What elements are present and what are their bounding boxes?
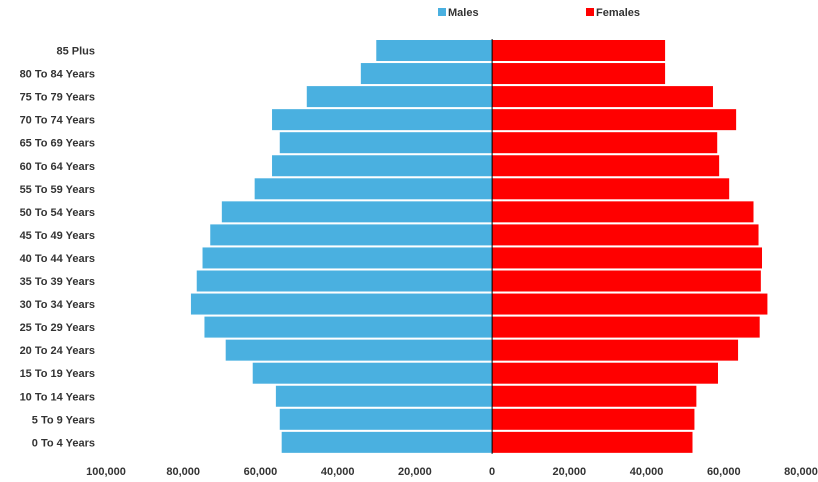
bar-males [252, 362, 493, 384]
x-tick-label: 20,000 [553, 466, 587, 478]
x-tick-label: 60,000 [244, 466, 278, 478]
bar-females [492, 86, 713, 108]
bar-males [210, 224, 493, 246]
bar-males [225, 339, 493, 361]
bar-females [492, 362, 718, 384]
bar-females [492, 270, 761, 292]
bar-males [360, 63, 493, 85]
y-tick-label: 75 To 79 Years [20, 92, 95, 104]
x-axis-tick-labels: 100,000 80,000 60,000 40,000 20,000 0 20,000 40… [86, 466, 818, 478]
bar-females [492, 178, 730, 200]
bar-females [492, 408, 695, 430]
y-tick-label: 65 To 69 Years [20, 138, 95, 150]
y-tick-label: 30 To 34 Years [20, 299, 95, 311]
bar-males [190, 293, 493, 315]
bar-females [492, 155, 720, 177]
bar-females [492, 247, 763, 269]
bar-females [492, 385, 697, 407]
legend: Males Females [438, 7, 640, 19]
y-tick-label: 25 To 29 Years [20, 322, 95, 334]
x-tick-label: 60,000 [707, 466, 741, 478]
y-tick-label: 60 To 64 Years [20, 161, 95, 173]
bar-males [202, 247, 493, 269]
bar-males [204, 316, 493, 338]
y-tick-label: 70 To 74 Years [20, 115, 95, 127]
bar-males [306, 86, 493, 108]
bar-females [492, 40, 666, 61]
y-tick-label: 20 To 24 Years [20, 345, 95, 357]
bar-males [275, 385, 493, 407]
y-tick-label: 55 To 59 Years [20, 184, 95, 196]
bar-females [492, 431, 693, 453]
y-tick-label: 35 To 39 Years [20, 276, 95, 288]
bar-males [221, 201, 493, 223]
bar-males [272, 109, 493, 131]
bar-males [272, 155, 493, 177]
bar-females [492, 293, 768, 315]
legend-swatch-females [586, 8, 594, 16]
x-tick-label: 20,000 [398, 466, 432, 478]
y-tick-label: 45 To 49 Years [20, 230, 95, 242]
y-tick-label: 80 To 84 Years [20, 69, 95, 81]
bar-females [492, 224, 759, 246]
y-tick-label: 10 To 14 Years [20, 391, 95, 403]
x-tick-label: 0 [489, 466, 495, 478]
bar-females [492, 316, 760, 338]
bar-males [279, 408, 493, 430]
bar-males [281, 431, 493, 453]
legend-label-males: Males [448, 7, 479, 19]
x-tick-label: 40,000 [630, 466, 664, 478]
bar-females [492, 201, 754, 223]
bar-females [492, 109, 737, 131]
x-tick-label: 80,000 [784, 466, 818, 478]
bar-females [492, 339, 739, 361]
y-axis-labels: 85 Plus 80 To 84 Years 75 To 79 Years 70 To… [20, 46, 95, 450]
bar-males [279, 132, 493, 154]
y-tick-label: 85 Plus [56, 46, 95, 58]
y-tick-label: 0 To 4 Years [32, 437, 95, 449]
bar-males [254, 178, 493, 200]
legend-swatch-males [438, 8, 446, 16]
bar-males [376, 40, 493, 61]
x-tick-label: 80,000 [166, 466, 200, 478]
y-tick-label: 40 To 44 Years [20, 253, 95, 265]
bar-males [196, 270, 493, 292]
bar-females [492, 132, 718, 154]
y-tick-label: 50 To 54 Years [20, 207, 95, 219]
y-tick-label: 5 To 9 Years [32, 414, 95, 426]
bars [190, 40, 768, 453]
legend-label-females: Females [596, 7, 640, 19]
y-tick-label: 15 To 19 Years [20, 368, 95, 380]
x-tick-label: 40,000 [321, 466, 355, 478]
bar-females [492, 63, 666, 85]
x-tick-label: 100,000 [86, 466, 126, 478]
